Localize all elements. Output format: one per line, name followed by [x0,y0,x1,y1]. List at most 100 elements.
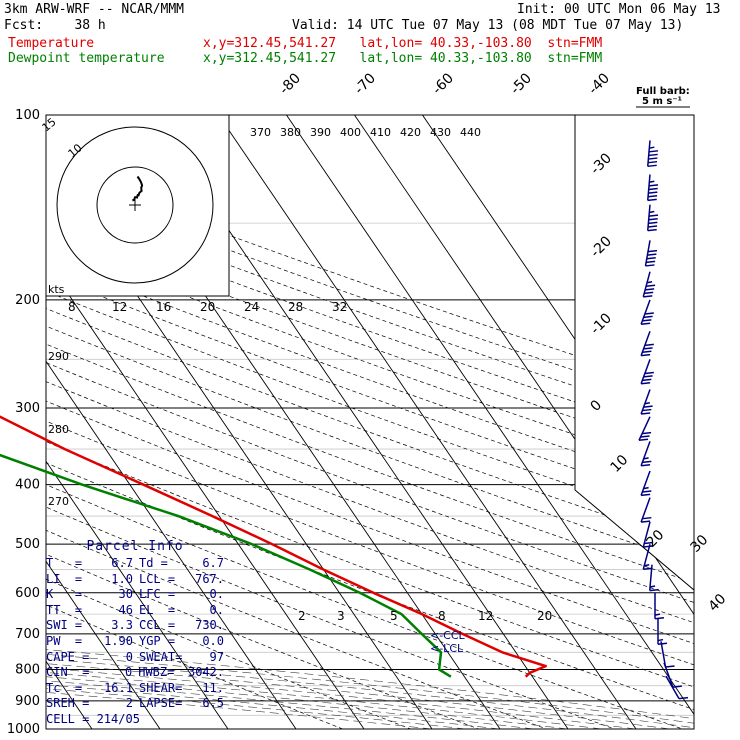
isotherm-label: 40 [706,591,730,615]
temperature-legend: Temperature [8,36,95,51]
parcel-row: T = 6.7 Td = 6.7 [46,556,224,572]
isotherm-label: -40 [586,70,613,97]
wind-barb [663,662,682,688]
dry-adiabat [46,115,445,729]
parcel-row: Tc = 16.1 SHEAR= 11. [46,681,224,697]
isotherm-label: -60 [430,70,457,97]
dry-adiabat [46,115,694,729]
wind-barb [640,441,652,467]
parcel-value: 6.5 [202,696,224,711]
parcel-label: SWEAT= [138,649,183,664]
parcel-label: YGP = [138,633,176,648]
dry-adiabat-label: 430 [430,126,451,139]
dry-adiabat-label: 390 [310,126,331,139]
parcel-label: CAPE = [46,649,90,664]
parcel-row: PW = 1.90 YGP = 0.0 [46,634,224,650]
mixing-ratio-label: 20 [200,300,215,314]
pressure-tick-label: 700 [15,627,40,642]
parcel-value: 11. [202,680,224,695]
parcel-value: 97 [209,649,224,664]
hodograph-trace [131,175,144,202]
dry-adiabat [46,115,694,729]
dry-adiabat [46,115,514,729]
parcel-value: 730. [195,618,224,633]
parcel-label: LI = [46,571,83,586]
parcel-row: CIN = 0 HWBZ= 3042. [46,665,224,681]
pressure-tick-label: 1000 [7,722,40,737]
wind-barb [638,416,652,442]
parcel-value: 3.3 [111,618,133,633]
parcel-info-panel: Parcel Info T = 6.7 Td = 6.7 LI = 1.0 LCL = 767… [46,539,224,729]
hodograph-ring [96,166,174,244]
parcel-label: SREH = [46,696,90,711]
parcel-value: 30 [118,587,133,602]
dry-adiabat-label: 440 [460,126,481,139]
dewpoint-profile [0,453,452,678]
moist-adiabat [46,299,603,729]
parcel-value: 2 [125,696,133,711]
parcel-row: SWI = 3.3 CCL = 730. [46,618,224,634]
moist-adiabat [46,299,637,729]
pressure-tick-label: 800 [15,662,40,677]
parcel-value: 0. [209,587,224,602]
pressure-tick-label: 600 [15,586,40,601]
mixing-ratio-label-low: 2 [298,609,306,623]
parcel-row: CAPE = 0 SWEAT= 97 [46,650,224,666]
dry-adiabat [46,115,694,729]
init-time: Init: 00 UTC Mon 06 May 13 [517,2,721,17]
isotherm-label: -70 [352,70,379,97]
isotherm [286,115,694,729]
theta-label: 270 [48,495,69,508]
plot-frame [45,114,695,730]
pressure-tick-label: 300 [15,401,40,416]
wind-barb [644,240,658,267]
dry-adiabat-label: 370 [250,126,271,139]
forecast-hour: Fcst: 38 h [4,18,106,33]
isotherm [46,115,297,729]
parcel-value: 6.7 [111,556,133,570]
model-title: 3km ARW-WRF -- NCAR/MMM [4,2,185,17]
lcl-label: <-LCL [430,642,464,655]
parcel-label: Tc = [46,680,83,695]
mixing-ratio-label: 16 [156,300,171,314]
dry-adiabat [46,115,694,729]
parcel-label: HWBZ= [138,665,175,680]
mixing-ratio-label-low: 3 [337,609,345,623]
parcel-label: SWI = [46,618,83,633]
moist-adiabat [46,299,694,729]
parcel-value: 3042. [187,665,225,680]
wind-barb [642,543,653,571]
dry-adiabat-label: 400 [340,126,361,139]
dry-adiabat [46,115,694,729]
parcel-info-title: Parcel Info [86,539,184,554]
mixing-ratio-label: 24 [244,300,259,314]
wind-barb [640,299,654,326]
mixing-ratio-label: 12 [112,300,127,314]
ccl-label: <-CCL [430,629,466,642]
wind-barb [657,618,668,645]
mixing-ratio-label-low: 5 [390,609,398,623]
parcel-value [98,712,134,728]
parcel-value: 1.0 [111,571,133,586]
wind-barb [640,359,654,385]
isotherm [218,115,637,729]
isotherm [46,115,365,729]
moist-adiabat [46,299,501,729]
wind-barb [646,204,659,232]
pressure-tick-label: 500 [15,537,40,552]
dry-adiabat [46,115,694,729]
parcel-value: 46 [118,602,133,617]
isotherm-label: -50 [508,70,535,97]
parcel-label: CIN = [46,665,90,680]
parcel-label: SHEAR= [138,680,183,695]
wind-barb [646,140,659,168]
pressure-tick-label: 200 [15,293,40,308]
dry-adiabat-label: 420 [400,126,421,139]
parcel-row: CELL = 214/05 [46,712,224,728]
dry-adiabat [46,115,583,729]
parcel-label: TT = [46,602,83,617]
parcel-label: Td = [138,556,168,570]
moist-adiabat [46,299,569,729]
wind-barb [640,470,652,497]
